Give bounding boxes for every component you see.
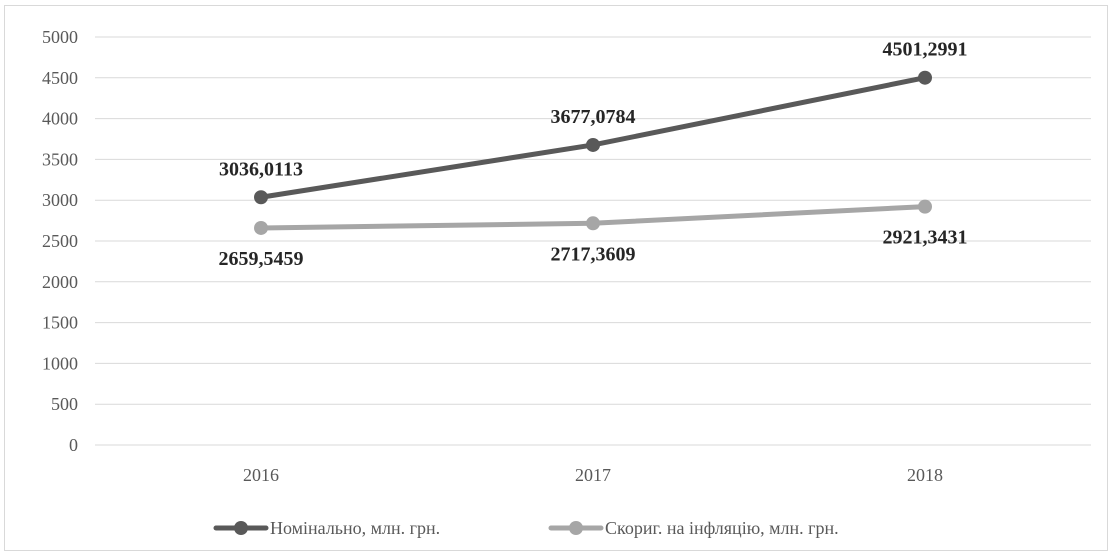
y-tick-label: 5000 [42, 27, 78, 47]
legend-label-0: Номінально, млн. грн. [270, 518, 440, 538]
series-line-0 [258, 75, 928, 200]
y-axis-ticks: 0 500 1000 1500 2000 2500 3000 3500 4000 4500 5000 [42, 27, 78, 455]
legend-marker-1 [569, 521, 583, 535]
data-label: 2717,3609 [551, 243, 636, 265]
data-labels: 3036,0113 3677,0784 4501,2991 2659,5459 2717… [219, 39, 968, 270]
data-point [918, 70, 932, 85]
data-label: 4501,2991 [883, 39, 968, 61]
y-tick-label: 500 [51, 394, 78, 414]
x-tick-label: 2018 [907, 465, 943, 485]
y-tick-label: 3500 [42, 149, 78, 169]
y-tick-label: 2500 [42, 231, 78, 251]
series-lines [258, 75, 928, 231]
y-tick-label: 3000 [42, 190, 78, 210]
data-point [254, 190, 268, 205]
chart-frame [4, 5, 1108, 551]
data-label: 2659,5459 [219, 248, 304, 270]
legend: Номінально, млн. грн. Скориг. на інфляцію… [213, 518, 839, 538]
y-tick-label: 4500 [42, 68, 78, 88]
legend-marker-0 [234, 521, 248, 535]
y-tick-label: 4000 [42, 109, 78, 129]
legend-label-1: Скориг. на інфляцію, млн. грн. [605, 518, 839, 538]
y-tick-label: 1500 [42, 313, 78, 333]
series-points [254, 70, 932, 235]
y-tick-label: 1000 [42, 353, 78, 373]
y-tick-label: 0 [69, 435, 78, 455]
data-point [586, 216, 600, 231]
x-tick-label: 2016 [243, 465, 279, 485]
data-label: 3036,0113 [219, 158, 303, 180]
y-tick-label: 2000 [42, 272, 78, 292]
data-point [586, 137, 600, 152]
x-tick-label: 2017 [575, 465, 611, 485]
data-point [254, 220, 268, 235]
data-label: 2921,3431 [883, 227, 968, 249]
x-axis-ticks: 2016 2017 2018 [243, 465, 943, 485]
data-label: 3677,0784 [551, 106, 636, 128]
data-point [918, 199, 932, 214]
